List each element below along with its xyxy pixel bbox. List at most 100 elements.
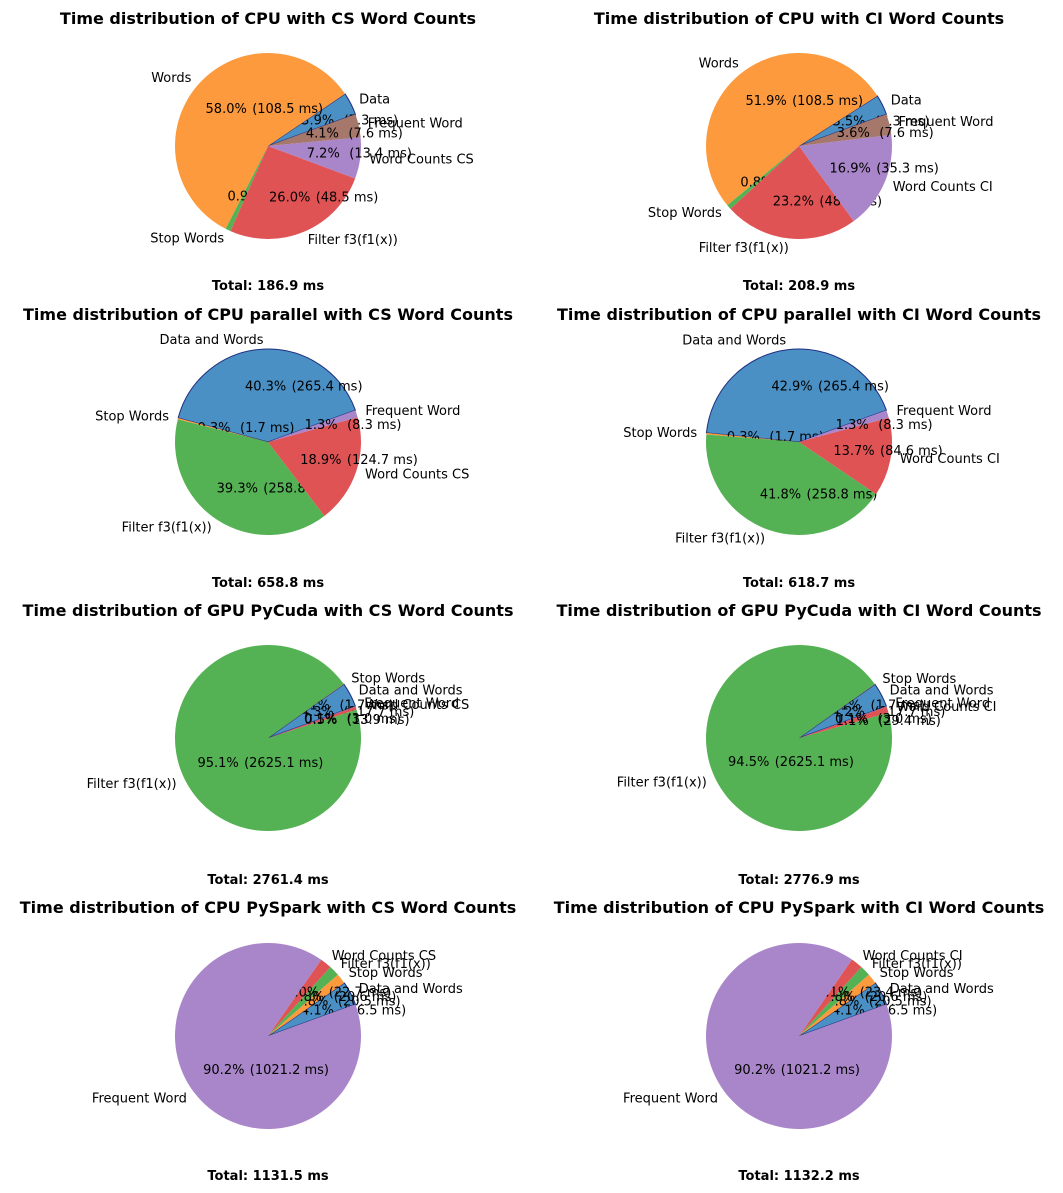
pie-slice-frequent-word (268, 114, 361, 146)
slice-percent-label: 1.3% (836, 418, 869, 433)
slice-label: Filter f3(f1(x)) (675, 532, 765, 547)
pie-slice-stop-words (268, 683, 344, 738)
slice-label: Word Counts CS (332, 949, 436, 964)
slice-percent-label: 41.8% (760, 488, 801, 503)
pie-slice-filter-f3-f1-x (268, 967, 338, 1036)
chart-total: Total: 658.8 ms (212, 576, 324, 591)
slice-label: Data and Words (359, 684, 463, 699)
chart-total: Total: 2761.4 ms (207, 873, 328, 888)
slice-percent-label: 94.5% (728, 755, 769, 770)
slice-ms-label: (1021.2 ms) (250, 1063, 329, 1078)
slice-ms-label: (7.6 ms) (879, 126, 933, 141)
slice-label: Frequent Word (92, 1091, 187, 1106)
slice-percent-label: 3.6% (837, 126, 870, 141)
slice-label: Stop Words (880, 966, 954, 981)
pie-slice-data (798, 95, 888, 147)
slice-percent-label: 18.9% (300, 453, 341, 468)
slice-label: Filter f3(f1(x)) (308, 233, 398, 248)
slice-ms-label: (23.4 ms) (860, 985, 923, 1000)
slice-ms-label: (8.3 ms) (878, 418, 932, 433)
slice-label: Word Counts CS (369, 152, 473, 167)
slice-ms-label: (8.3 ms) (347, 418, 401, 433)
slice-ms-label: (2625.1 ms) (775, 755, 854, 770)
pie-slice-words (174, 52, 346, 229)
slice-ms-label: (3.0 ms) (878, 712, 932, 727)
pie-slice-word-counts-cs (268, 137, 361, 179)
pie-slice-filter-f3-f1-x (175, 419, 325, 536)
pie-slice-stop-words (727, 146, 799, 209)
chart-title: Time distribution of CPU parallel with C… (557, 305, 1041, 324)
slice-percent-label: 26.0% (269, 190, 310, 205)
slice-label: Filter f3(f1(x)) (87, 777, 177, 792)
pie-slice-frequent-word (706, 943, 893, 1130)
slice-percent-label: 95.1% (197, 756, 238, 771)
slice-label: Frequent Word (364, 696, 459, 711)
slice-ms-label: (258.8 ms) (807, 488, 878, 503)
slice-label: Word Counts CS (365, 468, 469, 483)
slice-label: Word Counts CI (897, 700, 997, 715)
pie-slice-data-and-words (267, 683, 357, 739)
slice-ms-label: (20.6 ms) (865, 990, 928, 1005)
slice-label: Word Counts CI (893, 180, 993, 195)
slice-label: Stop Words (623, 426, 697, 441)
slice-ms-label: (20.6 ms) (334, 990, 397, 1005)
pie-slice-word-counts-cs (268, 417, 361, 516)
slice-percent-label: 7.2% (307, 146, 340, 161)
slice-ms-label: (108.5 ms) (252, 102, 323, 117)
slice-label: Data and Words (359, 982, 463, 997)
slice-percent-label: 51.9% (745, 94, 786, 109)
pie-slice-stop-words (706, 432, 799, 442)
pie-slice-data-and-words (798, 982, 888, 1037)
pie-slice-stop-words (799, 974, 876, 1036)
slice-ms-label: (117.7 ms) (874, 705, 945, 720)
slice-percent-label: 0.5% (304, 713, 337, 728)
slice-label: Words (699, 56, 739, 71)
slice-label: Filter f3(f1(x)) (341, 957, 431, 972)
slice-label: Data and Words (890, 684, 994, 699)
pie-slice-frequent-word (799, 410, 889, 442)
slice-ms-label: (265.4 ms) (292, 379, 363, 394)
pie-slice-word-counts-ci (799, 134, 893, 222)
slice-label: Data (891, 94, 922, 109)
pie-chart-8: Time distribution of CPU PySpark with CI… (554, 898, 1045, 1184)
chart-title: Time distribution of CPU PySpark with CI… (554, 898, 1045, 917)
slice-label: Data and Words (890, 982, 994, 997)
slice-label: Frequent Word (899, 115, 994, 130)
pie-slice-word-counts-ci (799, 959, 862, 1036)
slice-label: Word Counts CS (365, 698, 469, 713)
slice-ms-label: (7.6 ms) (348, 127, 402, 142)
pie-slice-stop-words (177, 417, 268, 442)
pie-slice-data (267, 93, 357, 147)
chart-total: Total: 2776.9 ms (738, 873, 859, 888)
chart-total: Total: 618.7 ms (743, 576, 855, 591)
pie-slice-filter-f3-f1-x (730, 146, 854, 240)
slice-ms-label: (117.7 ms) (343, 705, 414, 720)
slice-ms-label: (84.6 ms) (880, 444, 943, 459)
slice-percent-label: 4.3% (301, 705, 334, 720)
pie-slice-words (706, 53, 878, 206)
pie-chart-1: Time distribution of CPU with CS Word Co… (60, 9, 476, 294)
chart-title: Time distribution of GPU PyCuda with CI … (556, 601, 1041, 620)
pie-slice-data-and-words (705, 348, 888, 443)
slice-label: Words (151, 71, 191, 86)
chart-total: Total: 208.9 ms (743, 279, 855, 294)
slice-percent-label: 90.2% (734, 1063, 775, 1078)
slice-percent-label: 13.7% (833, 444, 874, 459)
pie-slice-frequent-word (799, 114, 892, 146)
pie-slice-word-counts-cs (268, 706, 357, 738)
pie-slice-filter-f3-f1-x (230, 146, 356, 239)
slice-label: Word Counts CI (900, 452, 1000, 467)
chart-total: Total: 1131.5 ms (207, 1169, 328, 1184)
slice-label: Frequent Word (897, 404, 992, 419)
slice-percent-label: 1.1% (836, 714, 869, 729)
chart-total: Total: 1132.2 ms (738, 1169, 859, 1184)
slice-label: Stop Words (882, 672, 956, 687)
chart-title: Time distribution of CPU parallel with C… (23, 305, 513, 324)
pie-slice-filter-f3-f1-x (706, 645, 893, 832)
chart-title: Time distribution of CPU with CI Word Co… (594, 9, 1004, 28)
slice-ms-label: (22.7 ms) (329, 985, 392, 1000)
slice-ms-label: (2625.1 ms) (244, 756, 323, 771)
chart-title: Time distribution of GPU PyCuda with CS … (23, 601, 514, 620)
pie-slice-word-counts-ci (799, 417, 893, 495)
